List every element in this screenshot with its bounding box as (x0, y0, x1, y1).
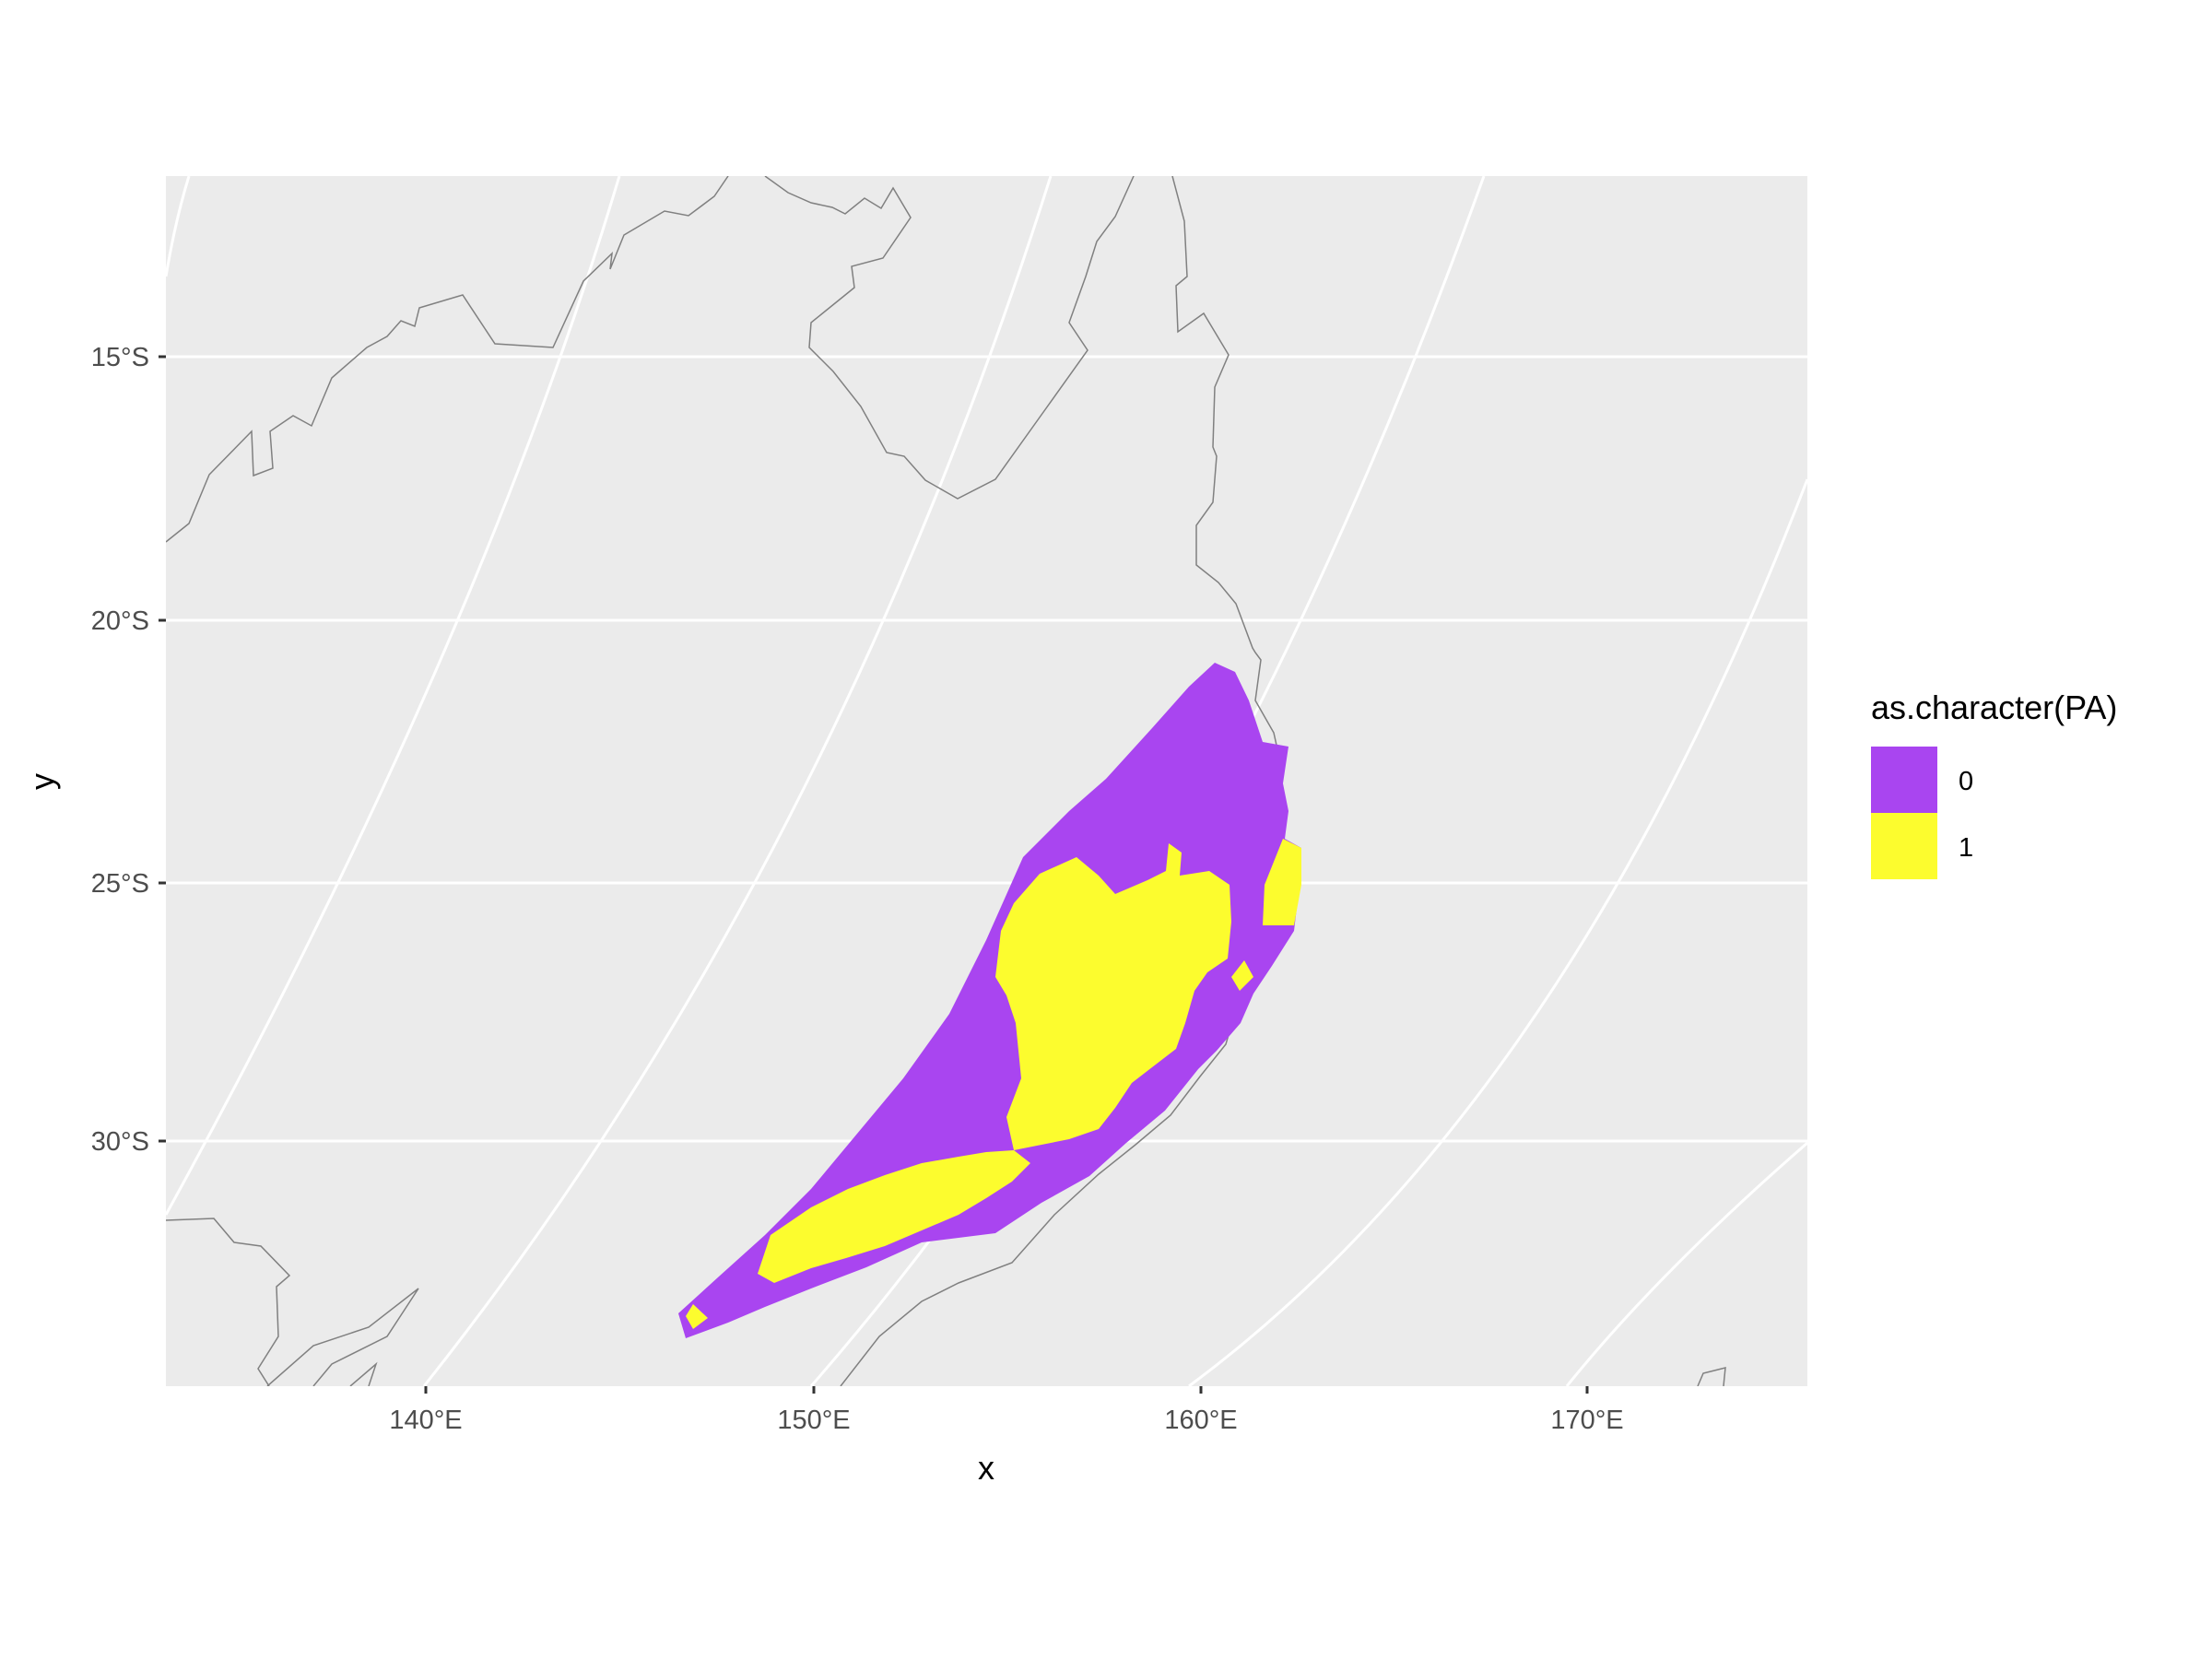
presence-region-south (758, 1150, 1030, 1283)
raster-layer (678, 663, 1301, 1338)
coastlines (166, 176, 1726, 1386)
x-tick-label-170e: 170°E (1550, 1406, 1623, 1435)
x-axis-title: x (978, 1449, 994, 1487)
presence-region-core (995, 843, 1231, 1150)
x-tick-label-150e: 150°E (777, 1406, 850, 1435)
meridian-c (422, 176, 1053, 1386)
meridian-f (1565, 1141, 1807, 1386)
meridian-b (166, 176, 621, 1216)
y-axis-title: y (23, 773, 61, 790)
coastline-east-peninsula (840, 176, 1289, 1386)
coastline-southwest-b (266, 1288, 419, 1386)
legend-label-absence: 0 (1959, 767, 1973, 796)
legend-label-presence: 1 (1959, 833, 1973, 863)
y-tick-label-20s: 20°S (91, 606, 149, 636)
coastline-southeast-island (1697, 1367, 1726, 1386)
y-tick-label-15s: 15°S (91, 343, 149, 372)
meridian-e (1188, 478, 1807, 1386)
y-axis-ticks (159, 355, 166, 1143)
y-tick-label-30s: 30°S (91, 1127, 149, 1157)
legend-title: as.character(PA) (1871, 688, 2117, 726)
presence-region-east-small (1231, 960, 1253, 991)
meridian-a (166, 176, 191, 277)
absence-region (678, 663, 1301, 1338)
x-tick-label-140e: 140°E (389, 1406, 462, 1435)
x-tick-label-160e: 160°E (1164, 1406, 1237, 1435)
legend: as.character(PA) 0 1 (1871, 688, 2117, 879)
presence-region-tip (686, 1304, 708, 1329)
presence-region-east (1263, 839, 1301, 925)
legend-key-presence (1871, 813, 1937, 879)
coastline-northwest (166, 176, 729, 543)
coastline-southwest-c (349, 1361, 378, 1386)
coastline-north-peninsula (764, 176, 1135, 500)
legend-key-absence (1871, 747, 1937, 813)
longitude-gridlines (166, 176, 1807, 1386)
y-tick-label-25s: 25°S (91, 869, 149, 899)
x-axis-ticks (424, 1386, 1589, 1394)
coastline-southwest (166, 1218, 291, 1386)
